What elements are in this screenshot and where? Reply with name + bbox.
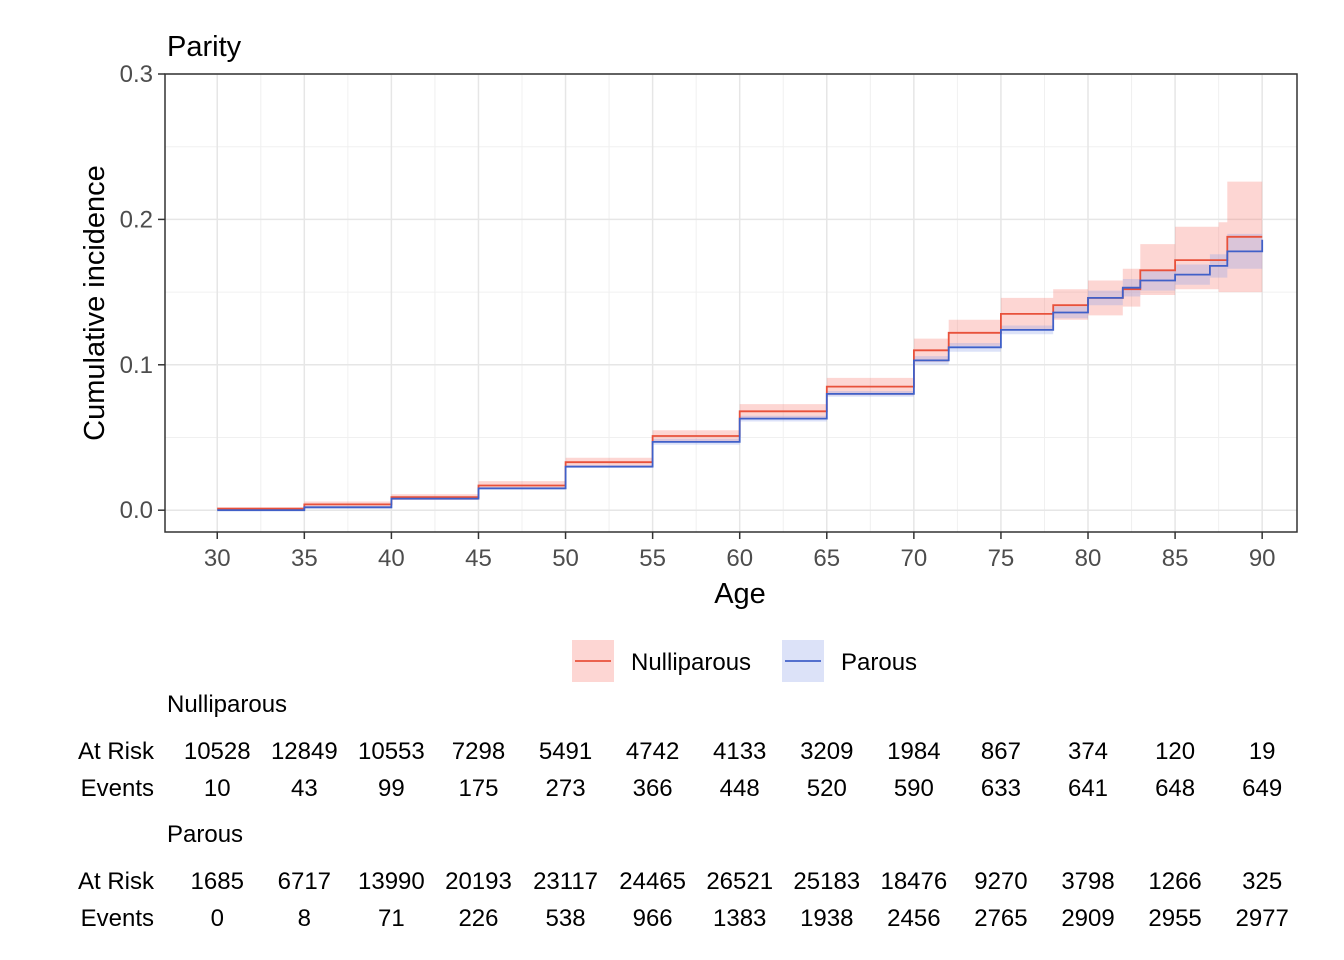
parous-events-cell: 2977 — [1235, 905, 1288, 932]
nulliparous-at-risk-cell: 4742 — [626, 738, 679, 765]
parous-at-risk-cell: 26521 — [706, 868, 773, 895]
x-tick-label: 55 — [639, 545, 666, 572]
parous-at-risk-cell: 325 — [1242, 868, 1282, 895]
nulliparous-events-cell: 641 — [1068, 775, 1108, 802]
nulliparous-at-risk-label: At Risk — [78, 738, 155, 765]
nulliparous-at-risk-cell: 7298 — [452, 738, 505, 765]
nulliparous-at-risk-cell: 867 — [981, 738, 1021, 765]
x-tick-label: 75 — [988, 545, 1015, 572]
nulliparous-events-cell: 649 — [1242, 775, 1282, 802]
y-tick-label: 0.0 — [120, 497, 153, 524]
parous-at-risk-cell: 23117 — [533, 868, 598, 895]
nulliparous-at-risk-cell: 3209 — [800, 738, 853, 765]
nulliparous-events-cell: 648 — [1155, 775, 1195, 802]
parous-series-line — [217, 239, 1264, 512]
nulliparous-at-risk-cell: 1984 — [887, 738, 940, 765]
nulliparous-events-label: Events — [81, 775, 154, 802]
nulliparous-at-risk-cell: 19 — [1249, 738, 1276, 765]
risk-table: Nulliparous At Risk 10528 12849 10553 7298 549… — [78, 691, 1289, 932]
nulliparous-events-cell: 175 — [458, 775, 498, 802]
x-tick-label: 70 — [901, 545, 928, 572]
x-axis-title: Age — [714, 578, 766, 610]
x-tick-label: 90 — [1249, 545, 1276, 572]
series-lines — [217, 235, 1264, 512]
x-tick-label: 60 — [726, 545, 753, 572]
parous-events-cell: 2955 — [1148, 905, 1201, 932]
nulliparous-events-cell: 633 — [981, 775, 1021, 802]
nulliparous-risk-group-title: Nulliparous — [167, 691, 287, 718]
nulliparous-at-risk-cell: 4133 — [713, 738, 766, 765]
parous-events-cell: 2456 — [887, 905, 940, 932]
parous-events-cell: 538 — [546, 905, 586, 932]
parous-at-risk-cell: 13990 — [358, 868, 425, 895]
x-tick-label: 80 — [1075, 545, 1102, 572]
nulliparous-at-risk-cell: 374 — [1068, 738, 1108, 765]
x-tick-label: 30 — [204, 545, 231, 572]
nulliparous-series-line — [217, 235, 1263, 510]
parous-legend-label: Parous — [841, 649, 917, 676]
nulliparous-at-risk-cell: 5491 — [539, 738, 592, 765]
parous-at-risk-cell: 1266 — [1148, 868, 1201, 895]
parous-events-cell: 226 — [458, 905, 498, 932]
parous-at-risk-cell: 24465 — [619, 868, 686, 895]
grid-lines — [165, 73, 1297, 532]
parous-at-risk-cell: 6717 — [278, 868, 331, 895]
parous-risk-group-title: Parous — [167, 821, 243, 848]
nulliparous-events-cell: 520 — [807, 775, 847, 802]
nulliparous-events-cell: 10 — [204, 775, 231, 802]
x-tick-label: 45 — [465, 545, 492, 572]
parous-at-risk-label: At Risk — [78, 868, 155, 895]
x-tick-label: 35 — [291, 545, 318, 572]
parous-at-risk-cell: 9270 — [974, 868, 1027, 895]
y-axis-ticks: 0.0 0.1 0.2 0.3 — [120, 61, 165, 524]
nulliparous-events-cell: 366 — [633, 775, 673, 802]
parous-events-cell: 0 — [211, 905, 224, 932]
parous-at-risk-cell: 25183 — [793, 868, 860, 895]
y-axis-title: Cumulative incidence — [79, 165, 111, 441]
parous-events-cell: 2765 — [974, 905, 1027, 932]
parous-events-cell: 1938 — [800, 905, 853, 932]
nulliparous-at-risk-cell: 10528 — [184, 738, 251, 765]
nulliparous-events-cell: 43 — [291, 775, 318, 802]
parous-events-cell: 1383 — [713, 905, 766, 932]
y-tick-label: 0.3 — [120, 61, 153, 88]
nulliparous-at-risk-cell: 12849 — [271, 738, 338, 765]
nulliparous-events-cell: 273 — [546, 775, 586, 802]
parous-events-cell: 8 — [298, 905, 311, 932]
parous-events-cell: 2909 — [1061, 905, 1114, 932]
x-axis-ticks: 30 35 40 45 50 55 60 65 70 75 80 85 90 — [204, 532, 1276, 572]
parous-at-risk-cell: 3798 — [1061, 868, 1114, 895]
x-tick-label: 65 — [813, 545, 840, 572]
parous-events-cell: 71 — [378, 905, 405, 932]
plot-border — [164, 73, 1298, 533]
parous-at-risk-cell: 20193 — [445, 868, 512, 895]
x-tick-label: 40 — [378, 545, 405, 572]
parous-at-risk-cell: 1685 — [191, 868, 244, 895]
nulliparous-at-risk-cell: 10553 — [358, 738, 425, 765]
parous-at-risk-cell: 18476 — [880, 868, 947, 895]
nulliparous-events-cell: 448 — [720, 775, 760, 802]
chart-title: Parity — [167, 31, 242, 63]
x-tick-label: 85 — [1162, 545, 1189, 572]
x-tick-label: 50 — [552, 545, 579, 572]
nulliparous-events-cell: 99 — [378, 775, 405, 802]
legend: Nulliparous Parous — [572, 640, 917, 682]
parous-events-label: Events — [81, 905, 154, 932]
plot-panel — [165, 74, 1297, 532]
y-tick-label: 0.2 — [120, 206, 153, 233]
parous-events-cell: 966 — [633, 905, 673, 932]
nulliparous-at-risk-cell: 120 — [1155, 738, 1195, 765]
y-tick-label: 0.1 — [120, 352, 153, 379]
nulliparous-events-cell: 590 — [894, 775, 934, 802]
nulliparous-legend-label: Nulliparous — [631, 649, 751, 676]
